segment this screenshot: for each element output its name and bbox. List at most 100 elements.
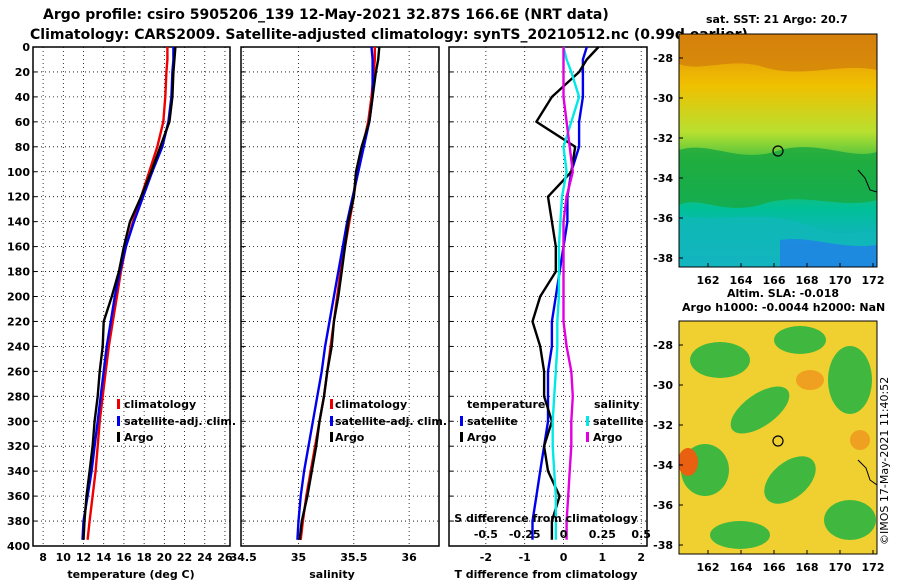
x-tick-label: 35 [291,551,306,564]
depth-tick-label: 120 [7,191,30,204]
x-tick-label: 12 [76,551,91,564]
map-lon-label: 162 [697,274,720,287]
x-tick-label: 18 [136,551,151,564]
legend-swatch-s2-argo [586,432,589,442]
legend-swatch-climatology [117,399,120,409]
temperature-axes [32,46,231,547]
depth-tick-label: 320 [7,440,30,453]
legend-temp-title: temperature [467,398,545,411]
x-tick-label: 0 [560,551,568,564]
depth-tick-label: 220 [7,315,30,328]
map-lon-label: 172 [862,274,885,287]
x-tick-label: 24 [197,551,213,564]
legend-swatch-s-argo [330,432,333,442]
x-tick-label: 1 [599,551,607,564]
legend-s2-argo: Argo [593,431,623,444]
map-lat-label: -32 [653,132,673,145]
depth-tick-label: 0 [22,41,30,54]
legend-swatch-s-climatology [330,399,333,409]
legend-t-argo: Argo [467,431,497,444]
legend-climatology: climatology [124,398,196,411]
depth-tick-label: 380 [7,515,30,528]
legend-sal-title: salinity [594,398,640,411]
legend-satellite: satellite-adj. clim. [124,415,236,428]
map-lat-label: -38 [653,539,673,552]
map-lon-label: 168 [796,561,819,574]
depth-tick-label: 60 [15,116,31,129]
depth-tick-label: 160 [7,241,30,254]
map-lat-label: -36 [653,212,673,225]
map-lat-label: -30 [653,92,673,105]
depth-tick-label: 240 [7,340,30,353]
legend-swatch-s2-satellite [586,416,589,426]
s-tick-label: 0.25 [589,528,616,541]
depth-tick-label: 340 [7,465,30,478]
s-tick-label: -0.25 [509,528,541,541]
depth-tick-label: 260 [7,365,30,378]
legend-s-satellite: satellite-adj. clim. [335,415,447,428]
map-lat-label: -34 [653,459,673,472]
x-tick-label: 10 [56,551,72,564]
series-line-satellite-adj-clim- [296,46,374,540]
x-tick-label: 16 [116,551,132,564]
depth-tick-label: 80 [15,141,31,154]
temperature-xlabel: temperature (deg C) [67,568,194,580]
difference-xlabel: T difference from climatology [454,568,637,580]
s-tick-label: 0.5 [631,528,651,541]
legend-t-satellite: satellite [467,415,518,428]
map-lat-label: -30 [653,379,673,392]
map-lon-label: 162 [697,561,720,574]
x-tick-label: 36 [401,551,417,564]
series-line-climatology [86,47,169,540]
map-lat-label: -34 [653,172,673,185]
s-tick-label: -0.5 [474,528,498,541]
x-tick-label: 22 [177,551,192,564]
map-lat-label: -32 [653,419,673,432]
map-lat-label: -28 [653,52,673,65]
sla-map-title: Altim. SLA: -0.018 [727,287,840,300]
map-lon-label: 172 [862,561,885,574]
legend-swatch-satellite [117,416,120,426]
s-tick-label: 0 [560,528,568,541]
legend-swatch-argo [117,432,120,442]
legend-swatch-s-satellite [330,416,333,426]
sla-map [679,321,877,554]
map-lon-label: 170 [829,561,852,574]
map-lon-label: 166 [763,561,786,574]
map-lon-label: 170 [829,274,852,287]
legend-s-climatology: climatology [335,398,407,411]
legend-swatch-t-argo [460,432,463,442]
depth-tick-label: 360 [7,490,30,503]
legend-s2-satellite: satellite [593,415,644,428]
title-line-2: Climatology: CARS2009. Satellite-adjuste… [30,27,748,43]
legend-s-argo: Argo [335,431,365,444]
x-tick-label: 14 [96,551,112,564]
depth-tick-label: 40 [15,91,31,104]
depth-tick-label: 180 [7,266,30,279]
x-tick-label: -1 [519,551,531,564]
map-lon-label: 164 [730,274,753,287]
title-line-1: Argo profile: csiro 5905206_139 12-May-2… [43,7,609,23]
sst-map [679,34,877,267]
x-tick-label: -2 [480,551,492,564]
sla-map-subtitle: Argo h1000: -0.0044 h2000: NaN [682,301,886,314]
depth-tick-label: 280 [7,390,30,403]
depth-tick-label: 100 [7,166,30,179]
map-lon-label: 168 [796,274,819,287]
depth-tick-label: 200 [7,291,30,304]
depth-tick-label: 140 [7,216,30,229]
legend-swatch-t-satellite [460,416,463,426]
legend-argo: Argo [124,431,154,444]
map-lat-label: -38 [653,252,673,265]
sla-argo-location-marker [772,435,784,447]
x-tick-label: 35.5 [340,551,367,564]
map-lon-label: 164 [730,561,753,574]
map-lat-label: -28 [653,339,673,352]
difference-xlabel-top: S difference from climatology [454,512,638,525]
map-lon-label: 166 [763,274,786,287]
depth-tick-label: 300 [7,415,30,428]
x-tick-label: 20 [157,551,173,564]
series-line-temperature-argo [531,46,600,540]
x-tick-label: 34.5 [230,551,257,564]
